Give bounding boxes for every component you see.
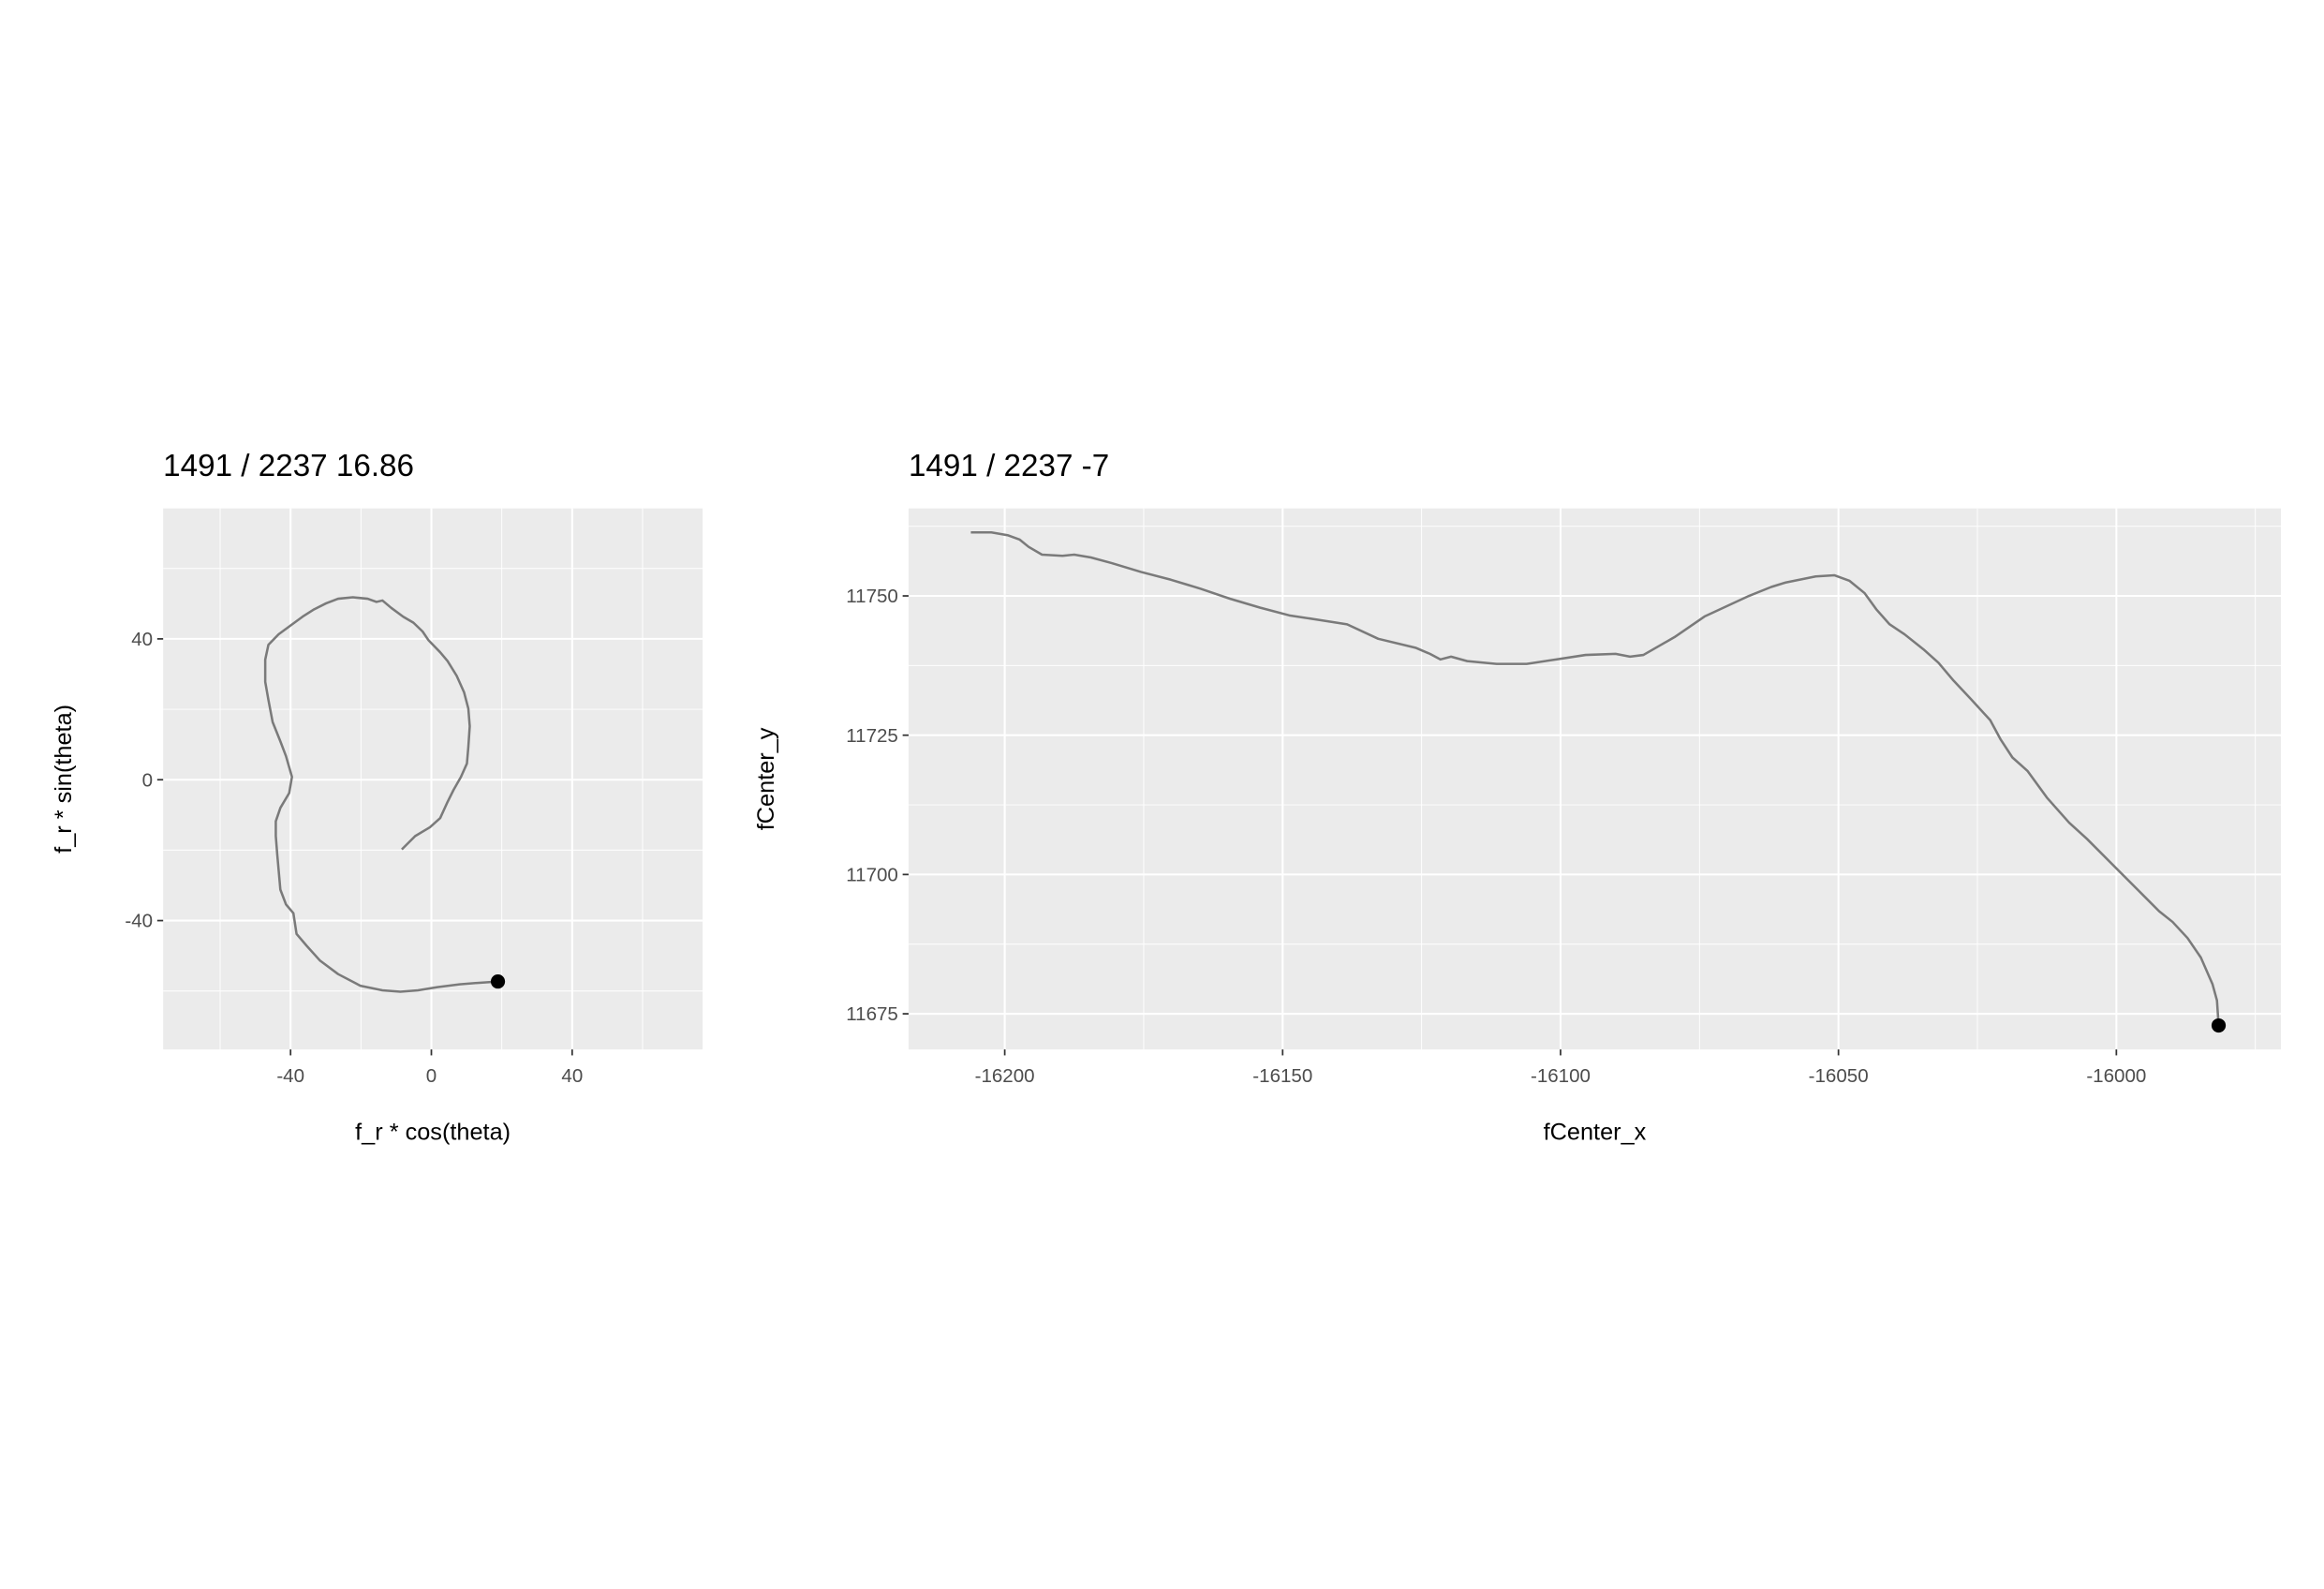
y-tick-label: 11675 <box>846 1003 898 1025</box>
y-tick-label: 11750 <box>846 586 898 607</box>
y-tick-label: -40 <box>125 911 153 932</box>
x-tick-label: -16050 <box>1809 1065 1869 1087</box>
y-axis-label: f_r * sin(theta) <box>51 705 77 854</box>
chart-panel: -40 0 40 -40 0 40 1491 / 2237 16.86 f_r * cos(t… <box>51 449 703 1146</box>
trajectory-line <box>970 530 2220 1026</box>
end-point <box>490 973 506 989</box>
y-tick-label: 0 <box>142 769 153 791</box>
y-tick-label: 40 <box>131 629 153 650</box>
x-tick-label: 0 <box>426 1065 437 1087</box>
trajectory-line <box>263 596 498 993</box>
panel-background <box>908 508 2281 1050</box>
x-tick-label: -40 <box>276 1065 304 1087</box>
x-axis-label: fCenter_x <box>1544 1120 1647 1146</box>
end-point <box>2211 1017 2227 1033</box>
x-tick-label: -16200 <box>975 1065 1035 1087</box>
chart-title: 1491 / 2237 16.86 <box>163 449 414 483</box>
x-tick-label: -16100 <box>1531 1065 1591 1087</box>
y-tick-label: 11700 <box>846 865 898 886</box>
y-axis-label: fCenter_y <box>753 727 779 830</box>
x-axis-label: f_r * cos(theta) <box>355 1120 511 1146</box>
x-tick-label: -16000 <box>2086 1065 2146 1087</box>
y-tick-label: 11725 <box>846 725 898 747</box>
chart-title: 1491 / 2237 -7 <box>909 449 1109 483</box>
x-tick-label: 40 <box>561 1065 583 1087</box>
chart-panel: -16200 -16150 -16100 -16050 -16000 11675 11700… <box>753 449 2281 1146</box>
x-tick-label: -16150 <box>1252 1065 1312 1087</box>
